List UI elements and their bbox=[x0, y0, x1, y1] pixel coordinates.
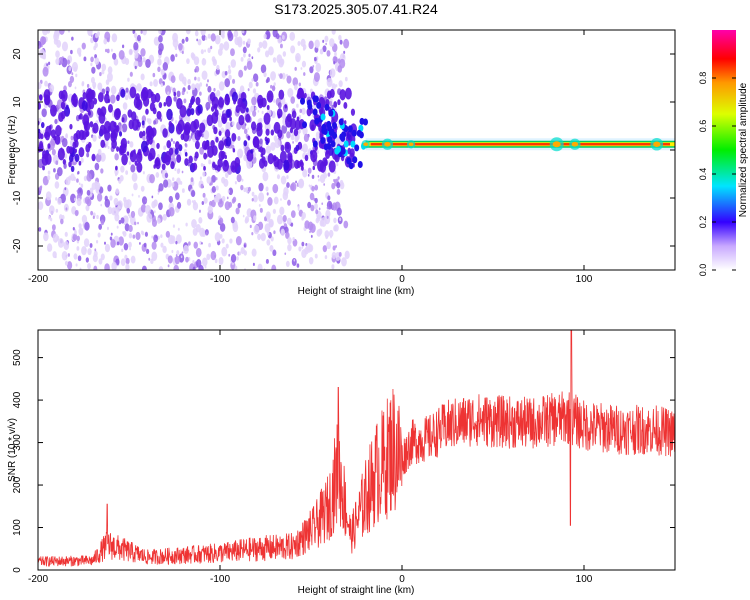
snr-y-tick-label: 500 bbox=[12, 349, 23, 366]
snr-y-tick-label: 200 bbox=[12, 476, 23, 493]
snr-y-tick-label: 100 bbox=[12, 519, 23, 536]
colorbar-tick-label: 0.2 bbox=[698, 216, 708, 229]
colorbar-label: Normalized spectral amplitude bbox=[738, 82, 749, 217]
spectrogram-x-axis-label: Height of straight line (km) bbox=[298, 286, 415, 297]
chart-title: S173.2025.305.07.41.R24 bbox=[274, 1, 438, 17]
colorbar-tick-label: 0.4 bbox=[698, 168, 708, 181]
snr-x-tick-label: -100 bbox=[210, 574, 230, 585]
spectrogram-y-tick-label: -20 bbox=[12, 238, 23, 253]
snr-x-tick-label: -200 bbox=[28, 574, 48, 585]
snr-frame bbox=[37, 329, 676, 571]
snr-y-tick-label: 400 bbox=[12, 391, 23, 408]
colorbar-tick-label: 0.0 bbox=[698, 264, 708, 277]
snr-y-tick-label: 0 bbox=[12, 567, 23, 573]
snr-y-axis-label: SNR (10 * v/v) bbox=[7, 418, 18, 482]
snr-x-tick-label: 0 bbox=[399, 574, 405, 585]
spectrogram-x-tick-label: 0 bbox=[399, 274, 405, 285]
colorbar bbox=[712, 30, 736, 270]
colorbar-tick-label: 0.6 bbox=[698, 120, 708, 133]
colorbar-axes: 0.0 0.2 0.4 0.6 0.8 bbox=[698, 72, 736, 277]
spectrogram-x-tick-label: -100 bbox=[210, 274, 230, 285]
snr-x-axis-label: Height of straight line (km) bbox=[298, 585, 415, 596]
snr-x-tick-label: 100 bbox=[576, 574, 593, 585]
spectrogram-content bbox=[38, 30, 675, 270]
spectrogram-x-tick-label: -200 bbox=[28, 274, 48, 285]
snr-y-tick-label: 300 bbox=[12, 434, 23, 451]
snr-panel: -200 -100 0 100 0 100 200 300 400 500 Height of s… bbox=[7, 329, 676, 596]
spectrogram-y-tick-label: 10 bbox=[12, 96, 23, 108]
snr-series-line bbox=[38, 330, 675, 567]
spectrogram-y-tick-label: 0 bbox=[12, 147, 23, 153]
snr-axes: -200 -100 0 100 0 100 200 300 400 500 bbox=[12, 330, 675, 585]
spectrogram-y-axis-label: Frequency (Hz) bbox=[7, 116, 18, 185]
spectrogram-x-tick-label: 100 bbox=[576, 274, 593, 285]
colorbar-tick-label: 0.8 bbox=[698, 72, 708, 85]
spectrogram-y-tick-label: -10 bbox=[12, 190, 23, 205]
spectrogram-y-tick-label: 20 bbox=[12, 48, 23, 60]
